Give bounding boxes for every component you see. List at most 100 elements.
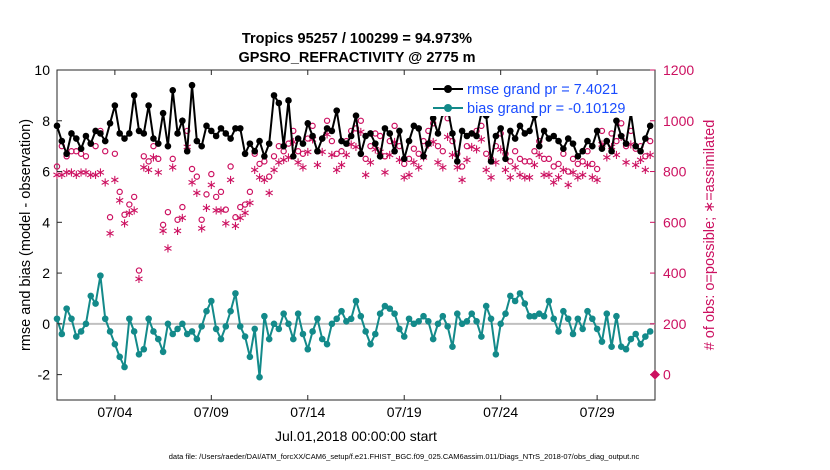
rmse-point xyxy=(72,135,80,142)
y-axis-label: rmse and bias (model - observation) xyxy=(18,119,34,351)
obs-assimilated-point: ∗ xyxy=(162,242,173,257)
obs-possible-point xyxy=(92,142,99,150)
rmse-point xyxy=(77,145,85,152)
obs-assimilated-point: ∗ xyxy=(351,140,362,155)
y-tick-label: 4 xyxy=(42,214,50,230)
bias-point xyxy=(270,320,278,328)
obs-assimilated-point: ∗ xyxy=(312,158,323,173)
chart-title: Tropics 95257 / 100299 = 94.973% xyxy=(242,31,472,47)
obs-assimilated-point: ∗ xyxy=(592,173,603,188)
obs-assimilated-point: ∗ xyxy=(360,168,371,183)
rmse-point xyxy=(429,114,437,122)
obs-possible-point xyxy=(208,170,215,178)
obs-possible-point xyxy=(531,148,538,155)
obs-assimilated-point: ∗ xyxy=(153,166,164,181)
bias-point xyxy=(642,333,649,340)
obs-assimilated-point: ∗ xyxy=(500,163,511,178)
rmse-point xyxy=(550,132,558,140)
x-tick-label: 07/14 xyxy=(290,404,325,420)
obs-assimilated-point: ∗ xyxy=(515,168,526,183)
bias-point xyxy=(275,325,283,333)
rmse-point xyxy=(511,135,519,142)
obs-possible-point xyxy=(203,191,210,198)
rmse-point xyxy=(63,150,70,158)
obs-possible-point xyxy=(145,158,152,165)
bias-point xyxy=(367,340,374,348)
bias-point xyxy=(188,328,196,335)
rmse-point xyxy=(290,153,297,160)
bias-point xyxy=(101,315,109,323)
rmse-point xyxy=(82,132,90,140)
obs-possible-point xyxy=(212,193,220,201)
bias-point xyxy=(265,335,273,343)
bias-point xyxy=(323,340,331,348)
bias-point xyxy=(58,330,66,338)
obs-assimilated-point: ∗ xyxy=(389,135,400,150)
bias-point xyxy=(309,328,316,335)
bias-point xyxy=(232,290,239,297)
rmse-point xyxy=(405,137,413,145)
bias-point xyxy=(487,315,495,323)
bias-point xyxy=(92,300,99,307)
obs-assimilated-point: ∗ xyxy=(148,150,159,165)
legend-rmse-marker xyxy=(444,85,452,93)
y-tick-label: 2 xyxy=(42,265,50,281)
obs-assimilated-point: ∗ xyxy=(437,160,448,175)
bias-point xyxy=(212,325,220,333)
rmse-point xyxy=(458,127,466,135)
bias-point xyxy=(338,307,345,315)
bias-point xyxy=(453,310,461,317)
rmse-point xyxy=(111,102,119,109)
bias-point xyxy=(290,335,297,343)
obs-assimilated-point: ∗ xyxy=(601,150,612,165)
obs-assimilated-point: ∗ xyxy=(264,186,275,201)
bias-point xyxy=(478,333,485,340)
y-tick-label: 6 xyxy=(42,164,50,180)
bias-point xyxy=(362,328,369,335)
rmse-point xyxy=(188,81,196,89)
rmse-point xyxy=(584,137,591,145)
obs-assimilated-point: ∗ xyxy=(394,153,405,168)
obs-assimilated-point: ∗ xyxy=(568,166,579,181)
rmse-point xyxy=(217,125,225,132)
rmse-point xyxy=(169,87,177,94)
obs-assimilated-point: ∗ xyxy=(621,155,632,170)
x-tick-label: 07/24 xyxy=(483,404,518,420)
rmse-point xyxy=(251,147,259,155)
obs-possible-point xyxy=(362,155,369,163)
obs-assimilated-point: ∗ xyxy=(109,173,120,188)
obs-possible-point xyxy=(232,214,239,221)
obs-possible-point xyxy=(507,158,514,165)
rmse-point xyxy=(540,127,548,135)
bias-point xyxy=(608,343,615,350)
obs-assimilated-point: ∗ xyxy=(625,138,636,153)
x-axis-ticks: 07/04 07/09 07/14 07/19 07/24 07/29 xyxy=(97,70,615,420)
bias-point xyxy=(386,305,394,312)
obs-assimilated-point: ∗ xyxy=(322,127,333,142)
obs-possible-point xyxy=(564,168,572,175)
obs-assimilated-point: ∗ xyxy=(76,166,87,181)
bias-point xyxy=(540,312,548,320)
bias-point xyxy=(106,328,114,335)
obs-assimilated-point: ∗ xyxy=(254,171,265,186)
rmse-point xyxy=(376,153,384,160)
rmse-point xyxy=(150,135,157,142)
bias-point xyxy=(236,323,244,330)
rmse-point xyxy=(396,127,403,135)
bias-point xyxy=(82,320,90,328)
bias-point xyxy=(154,335,162,343)
obs-assimilated-point: ∗ xyxy=(495,143,506,158)
rmse-point xyxy=(121,135,128,142)
bias-point xyxy=(222,323,230,330)
bias-point xyxy=(111,340,119,348)
obs-possible-point xyxy=(338,148,345,155)
bias-point xyxy=(150,328,157,335)
obs-possible-point xyxy=(545,155,553,163)
rmse-point xyxy=(154,140,162,147)
obs-assimilated-point: ∗ xyxy=(187,176,198,191)
rmse-point xyxy=(68,130,75,137)
chart-subtitle: GPSRO_REFRACTIVITY @ 2775 m xyxy=(238,50,475,66)
obs-possible-point xyxy=(227,163,234,170)
rmse-point xyxy=(622,140,630,147)
rmse-point xyxy=(579,147,586,155)
